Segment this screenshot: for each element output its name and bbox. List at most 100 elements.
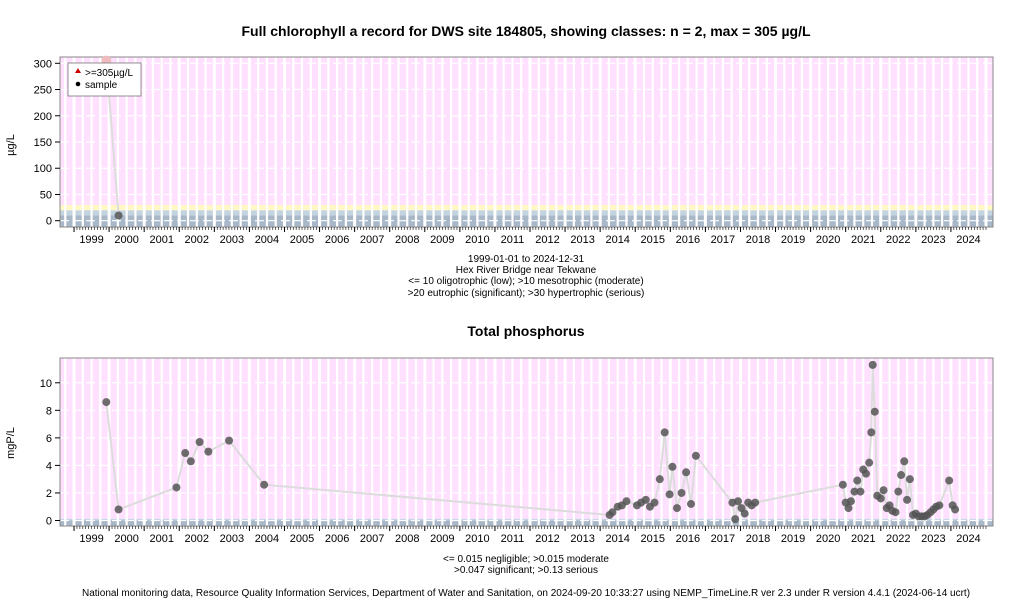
y-tick-label: 2 (46, 488, 52, 500)
data-point (870, 407, 879, 416)
y-tick-label: 6 (46, 433, 52, 445)
x-tick-label: 2013 (570, 234, 594, 246)
x-tick-label: 2005 (290, 234, 314, 246)
dot-icon (75, 81, 81, 87)
data-point (945, 476, 954, 485)
x-tick-label: 2018 (746, 234, 770, 246)
x-tick-label: 2002 (185, 533, 209, 545)
x-tick-label: 2021 (851, 533, 875, 545)
data-point (114, 505, 123, 514)
legend-label-sample: sample (85, 80, 118, 91)
x-tick-label: 2017 (711, 533, 735, 545)
data-point (181, 449, 190, 458)
class-band-4 (60, 57, 993, 205)
plot-area-phosphorus: 0 2 4 6 8 10 1999 2000 2001 2002 2003 2004 2005 2006 2… (40, 357, 994, 545)
y-tick-label: 150 (34, 137, 52, 149)
data-point (650, 498, 659, 507)
note-class-low: <= 10 oligotrophic (low); >10 mesotrophi… (408, 276, 643, 287)
data-point (102, 398, 111, 407)
plot-frame (59, 357, 994, 527)
data-point (672, 504, 681, 513)
x-tick-label: 2021 (851, 234, 875, 246)
footer-credit: National monitoring data, Resource Quali… (82, 588, 970, 599)
class-band-3 (60, 204, 993, 211)
y-tick-label: 300 (34, 58, 52, 70)
data-point (687, 499, 696, 508)
data-point (682, 468, 691, 477)
x-tick-label: 2000 (114, 234, 138, 246)
note-tp-class-low: <= 0.015 negligible; >0.015 moderate (443, 554, 609, 565)
chart-chlorophyll: Full chlorophyll a record for DWS site 1… (5, 23, 994, 299)
data-point (876, 494, 885, 503)
y-axis-label-phosphorus: mgP/L (5, 427, 17, 459)
x-tick-label: 2016 (676, 533, 700, 545)
data-point (894, 487, 903, 496)
x-tick-label: 2009 (430, 234, 454, 246)
data-point (172, 483, 181, 492)
data-point (114, 211, 123, 220)
data-point (905, 475, 914, 484)
chart-title-phosphorus: Total phosphorus (467, 323, 584, 339)
data-point (867, 428, 876, 437)
data-point (891, 508, 900, 517)
x-tick-label: 2009 (430, 533, 454, 545)
class-band-1 (60, 520, 993, 526)
x-tick-label: 2019 (781, 234, 805, 246)
x-tick-label: 2012 (535, 533, 559, 545)
x-tick-label: 2002 (185, 234, 209, 246)
data-point (865, 458, 874, 467)
x-tick-label: 2008 (395, 234, 419, 246)
x-tick-label: 2007 (360, 533, 384, 545)
x-tick-label: 2006 (325, 234, 349, 246)
chart-phosphorus: Total phosphorus 0 2 4 6 8 10 1999 2000 2001 2002… (5, 323, 994, 576)
triangle-icon (75, 68, 81, 73)
data-point (668, 462, 677, 471)
x-tick-label: 2003 (220, 234, 244, 246)
x-tick-label: 2010 (465, 234, 489, 246)
y-tick-label: 0 (46, 216, 52, 228)
data-point (856, 487, 865, 496)
legend-label-max: >=305µg/L (85, 68, 133, 79)
x-tick-label: 2012 (535, 234, 559, 246)
data-point (844, 504, 853, 513)
data-point (879, 486, 888, 495)
data-point (660, 428, 669, 437)
chart-title-chlorophyll: Full chlorophyll a record for DWS site 1… (241, 23, 810, 39)
x-tick-label: 2020 (816, 533, 840, 545)
data-point (677, 488, 686, 497)
data-point (900, 457, 909, 466)
data-point (850, 487, 859, 496)
x-tick-label: 2018 (746, 533, 770, 545)
y-tick-label: 100 (34, 163, 52, 175)
data-point (853, 476, 862, 485)
x-tick-label: 2004 (255, 533, 279, 545)
data-point (751, 498, 760, 507)
data-point (838, 480, 847, 489)
class-band-1 (60, 215, 993, 227)
x-tick-label: 2000 (114, 533, 138, 545)
x-tick-label: 2013 (570, 533, 594, 545)
x-tick-label: 2019 (781, 533, 805, 545)
x-tick-label: 2015 (641, 234, 665, 246)
class-band-2 (60, 518, 993, 521)
x-tick-label: 2016 (676, 234, 700, 246)
data-point (622, 497, 631, 506)
data-point (225, 436, 234, 445)
note-tp-class-high: >0.047 significant; >0.13 serious (454, 565, 598, 576)
legend: >=305µg/L sample (67, 62, 142, 97)
x-tick-label: 2005 (290, 533, 314, 545)
data-point (260, 480, 269, 489)
x-tick-label: 2015 (641, 533, 665, 545)
data-point (868, 360, 877, 369)
x-tick-label: 2010 (465, 533, 489, 545)
x-tick-label: 1999 (79, 533, 103, 545)
x-tick-label: 2003 (220, 533, 244, 545)
x-tick-label: 2022 (886, 234, 910, 246)
x-tick-label: 2011 (501, 234, 525, 246)
x-tick-label: 2001 (149, 234, 173, 246)
data-point (195, 438, 204, 446)
data-point (608, 508, 617, 517)
data-point (897, 471, 906, 480)
y-tick-label: 0 (46, 515, 52, 527)
